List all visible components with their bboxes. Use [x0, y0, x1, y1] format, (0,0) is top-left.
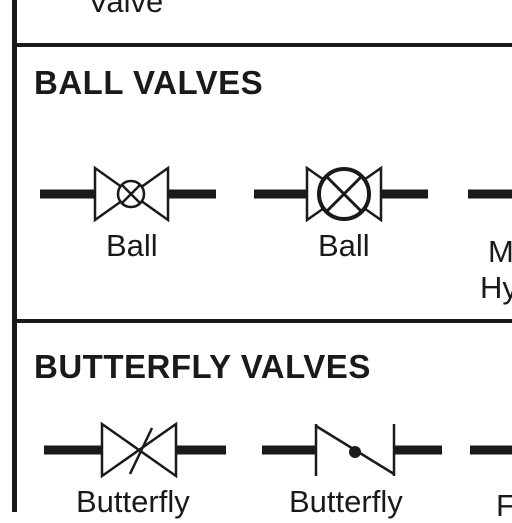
divider-middle	[12, 319, 512, 323]
butterfly-valve-2-label: Butterfly	[289, 484, 403, 519]
butterfly-valve-1-label: Butterfly	[76, 484, 190, 519]
ball-valve-small-icon	[40, 165, 216, 223]
butterfly-valves-heading: BUTTERFLY VALVES	[34, 348, 371, 385]
partial-label-line1: M	[488, 234, 512, 269]
partial-label-3: F	[496, 488, 512, 523]
ball-valves-heading: BALL VALVES	[34, 64, 264, 101]
partial-label-line2: Hy	[480, 270, 512, 305]
top-cutoff-label: Valve	[88, 0, 164, 19]
frame-left-border	[12, 0, 17, 512]
butterfly-valve-disc-icon	[262, 424, 442, 476]
butterfly-valve-bowtie-icon	[44, 421, 226, 479]
ball-valve-1-label: Ball	[106, 228, 158, 263]
ball-valve-large-icon	[254, 165, 428, 223]
ball-valve-2-label: Ball	[318, 228, 370, 263]
valve-symbols	[40, 165, 512, 479]
divider-top	[12, 43, 512, 47]
